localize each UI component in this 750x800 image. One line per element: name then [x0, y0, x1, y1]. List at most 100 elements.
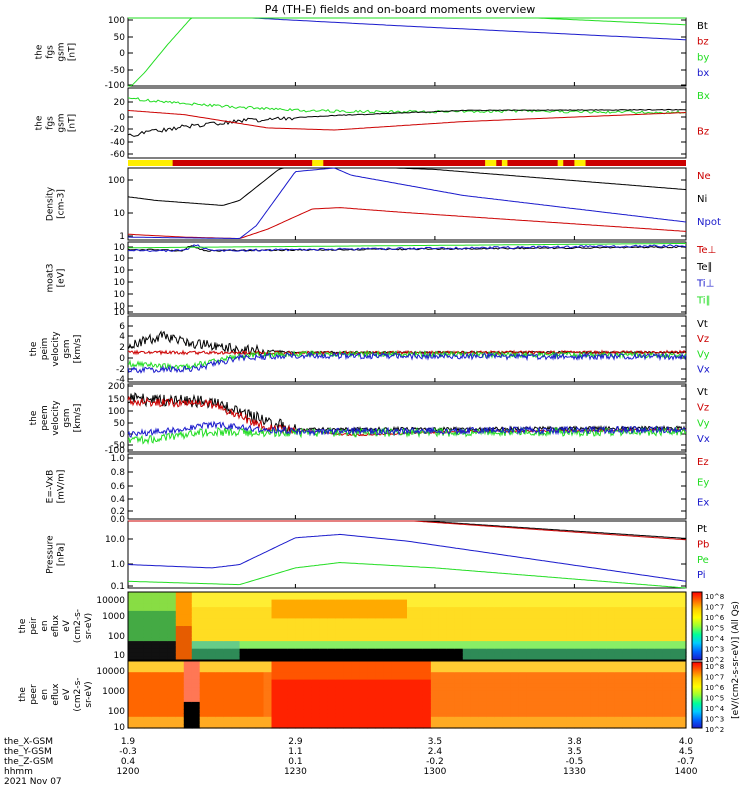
spectro-cell [176, 592, 185, 596]
spectro-cell [566, 706, 575, 710]
spectro-cell [479, 618, 488, 622]
spectro-cell [431, 596, 440, 600]
spectro-cell [527, 717, 536, 721]
spectro-cell [184, 661, 193, 665]
spectro-cell [495, 641, 504, 645]
spectro-cell [319, 680, 328, 684]
tick-label-pressure: 0.1 [111, 582, 125, 592]
legend-fgs2-0: Bx [697, 91, 710, 102]
spectro-cell [590, 618, 599, 622]
ylabel-fgs2: [nT] [68, 114, 78, 132]
spectro-cell [160, 596, 169, 600]
spectro-cell [543, 596, 552, 600]
spectro-cell [319, 683, 328, 687]
spectro-cell [646, 680, 655, 684]
spectro-cell [327, 713, 336, 717]
spectro-cell [678, 603, 687, 607]
spectro-cell [303, 603, 312, 607]
spectro-cell [678, 626, 687, 630]
spectro-cell [590, 695, 599, 699]
spectro-cell [192, 592, 201, 596]
spectro-cell [598, 691, 607, 695]
spectro-cell [224, 596, 233, 600]
spectro-cell [311, 607, 320, 611]
spectro-cell [399, 596, 408, 600]
colorbar-tick: 10^2 [705, 656, 724, 664]
spectro-cell [351, 698, 360, 702]
series-fgs-Bx [128, 98, 686, 114]
spectro-cell [439, 665, 448, 669]
spectro-cell [582, 702, 591, 706]
spectro-cell [224, 717, 233, 721]
spectro-cell [431, 687, 440, 691]
spectro-cell [574, 709, 583, 713]
spectro-cell [303, 683, 312, 687]
spectro-cell [351, 680, 360, 684]
spectro-cell [630, 603, 639, 607]
spectro-cell [407, 665, 416, 669]
ylabel-efield: [mV/m] [57, 470, 67, 504]
spectro-cell [200, 652, 209, 656]
spectro-cell [606, 706, 615, 710]
spectro-cell [232, 637, 241, 641]
spectro-cell [670, 603, 679, 607]
spectro-cell [375, 645, 384, 649]
spectro-cell [407, 680, 416, 684]
spectro-cell [566, 702, 575, 706]
spectro-cell [144, 695, 153, 699]
spectro-cell [614, 645, 623, 649]
spectro-cell [551, 626, 560, 630]
spectro-cell [495, 680, 504, 684]
spectro-cell [248, 698, 257, 702]
spectro-cell [678, 672, 687, 676]
spectro-cell [311, 709, 320, 713]
spectro-cell [335, 709, 344, 713]
spectro-cell [654, 721, 663, 725]
spectro-cell [359, 592, 368, 596]
spectro-cell [415, 672, 424, 676]
spectro-cell [152, 721, 161, 725]
ylabel-vpeem: gsm [62, 408, 72, 427]
spectro-cell [327, 641, 336, 645]
spectro-cell [335, 680, 344, 684]
spectro-cell [287, 622, 296, 626]
spectro-cell [192, 691, 201, 695]
spectro-cell [551, 607, 560, 611]
spectro-cell [208, 645, 217, 649]
spectro-cell [152, 630, 161, 634]
spectro-cell [614, 683, 623, 687]
spectro-cell [630, 680, 639, 684]
spectro-cell [606, 607, 615, 611]
spectro-cell [136, 691, 145, 695]
spectro-cell [144, 665, 153, 669]
spectro-cell [192, 603, 201, 607]
spectro-cell [311, 702, 320, 706]
spectro-cell [551, 721, 560, 725]
spectro-cell [471, 680, 480, 684]
spectro-cell [590, 611, 599, 615]
spectro-cell [383, 596, 392, 600]
spectro-cell [479, 676, 488, 680]
ylabel-peer: en [40, 689, 50, 700]
spectro-cell [128, 622, 137, 626]
spectro-cell [168, 672, 177, 676]
spectro-cell [622, 622, 631, 626]
spectro-cell [479, 683, 488, 687]
spectro-cell [375, 596, 384, 600]
spectro-cell [495, 652, 504, 656]
x-row-value: 2.4 [428, 747, 443, 757]
spectro-cell [160, 709, 169, 713]
spectro-cell [295, 713, 304, 717]
spectro-cell [574, 603, 583, 607]
spectro-cell [144, 645, 153, 649]
spectro-cell [630, 676, 639, 680]
spectro-cell [495, 709, 504, 713]
legend-pressure-3: Pi [697, 570, 706, 581]
spectro-cell [311, 721, 320, 725]
spectro-cell [335, 641, 344, 645]
spectro-cell [670, 637, 679, 641]
spectro-cell [176, 672, 185, 676]
x-row-value: 4.0 [679, 737, 694, 747]
spectro-cell [280, 661, 289, 665]
x-row-value: 1400 [675, 767, 698, 777]
